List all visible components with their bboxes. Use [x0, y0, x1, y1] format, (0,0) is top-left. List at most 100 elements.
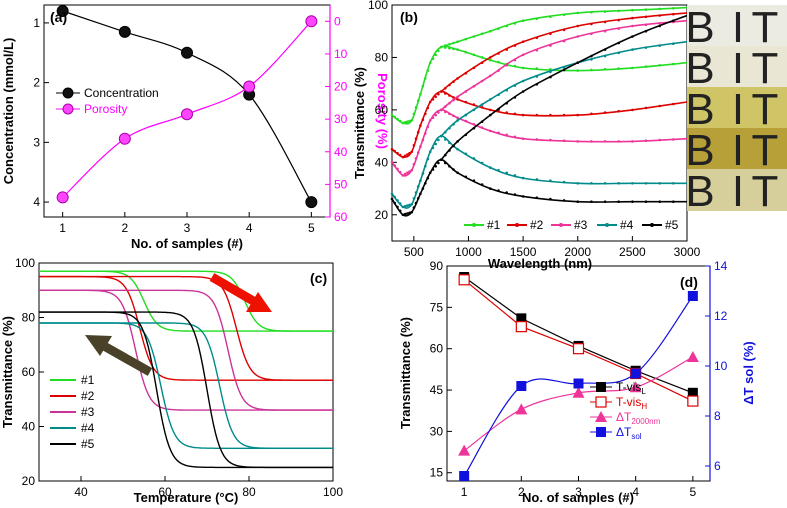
- spectrum-s5-low-dot: [631, 200, 634, 203]
- spectrum-s4-high-dot: [521, 79, 525, 83]
- spectrum-s5-low-dot: [398, 209, 402, 213]
- spectrum-s1-high-dot: [513, 22, 517, 25]
- spectrum-s2-high-dot: [576, 24, 579, 28]
- spectrum-s5-high-dot: [497, 107, 500, 111]
- spectrum-s2-high-dot: [448, 83, 451, 87]
- spectrum-s3-low-dot: [428, 119, 432, 122]
- spectrum-s1-low-dot: [396, 117, 399, 121]
- panel-c-xtick-label: 80: [242, 485, 256, 499]
- spectrum-s3-high-dot: [464, 90, 468, 93]
- spectrum-s1-low-dot: [472, 53, 476, 57]
- spectrum-s4-low-dot: [393, 195, 397, 199]
- spectrum-s3-low-dot: [489, 129, 492, 133]
- spectrum-s5-low-dot: [513, 193, 517, 196]
- spectrum-s4-low-dot: [401, 205, 405, 209]
- spectrum-s3-low-dot: [390, 161, 394, 164]
- spectrum-s2-low-dot: [603, 111, 607, 114]
- spectrum-s4-low-dot: [408, 203, 411, 207]
- photo-letter: I: [732, 44, 744, 93]
- spectrum-s4-low-dot: [472, 157, 476, 160]
- legend-s4-marker: [605, 223, 609, 227]
- panel-b-legend: #1 #2 #3 #4 #5: [464, 218, 679, 232]
- panel-d-xtick-label: 2: [518, 485, 525, 499]
- spectrum-s4-high-dot: [562, 66, 566, 69]
- panel-a-legend: Concentration Porosity: [56, 86, 159, 116]
- spectrum-s3-low-dot: [406, 171, 409, 175]
- legend-porosity-marker: [62, 103, 74, 115]
- spectrum-s4-low-dot: [672, 182, 675, 185]
- spectrum-s2-low-dot: [393, 149, 397, 153]
- spectrum-s2-low-dot: [437, 92, 440, 96]
- photo-row-5: [687, 169, 787, 211]
- series-ΔT_sol-point: [687, 291, 698, 301]
- spectrum-s5-low-dot: [521, 195, 525, 198]
- series-porosity-point: [118, 132, 131, 145]
- hysteresis-s5-cooling: [39, 311, 333, 469]
- panel-d-right-ytick-label: 10: [714, 359, 728, 373]
- panel-a-right-ytick-label: 40: [334, 145, 348, 159]
- spectrum-s4-low-dot: [658, 182, 661, 185]
- spectrum-s1-low-dot: [403, 121, 407, 124]
- series-ΔT_sol-point: [573, 378, 584, 389]
- panel-d-left-ytick-label: 30: [430, 424, 444, 438]
- photo-letter: T: [752, 44, 779, 93]
- spectrum-s3-low-dot: [401, 174, 405, 177]
- spectrum-s3-low-dot: [396, 167, 399, 171]
- spectrum-s3-high-dot: [617, 27, 620, 30]
- spectrum-s5-high-dot: [603, 48, 607, 51]
- spectrum-s4-low-dot: [521, 176, 525, 180]
- spectrum-s3-high-dot: [658, 22, 661, 25]
- spectrum-s4-high-dot: [631, 48, 634, 51]
- series-T-vis_H-point: [458, 274, 470, 286]
- series-ΔT_2000nm-point: [458, 444, 471, 456]
- spectrum-s5-low-dot: [434, 165, 438, 168]
- series-concentration-point: [118, 25, 131, 38]
- spectrum-s2-high-dot: [452, 80, 455, 83]
- spectrum-s3-low-dot: [416, 151, 420, 154]
- spectrum-s1-low-dot: [416, 99, 420, 102]
- spectrum-s3-low-dot: [437, 111, 440, 114]
- spectrum-s4-high-dot: [672, 42, 675, 45]
- spectrum-s1-low-dot: [431, 57, 435, 61]
- spectrum-s4-high-dot: [452, 123, 455, 126]
- spectrum-s5-high-dot: [549, 75, 552, 79]
- spectrum-s3-low-dot: [472, 123, 476, 126]
- panel-d-right-ytick-label: 12: [714, 309, 728, 323]
- panel-a-xlabel: No. of samples (#): [131, 236, 243, 251]
- spectrum-s2-low-dot: [521, 113, 525, 117]
- photo-letter: I: [732, 126, 744, 175]
- panel-a-right-ytick-label: 0: [334, 14, 341, 28]
- spectrum-s3-low-dot: [426, 125, 430, 129]
- photo-letter: B: [685, 3, 714, 52]
- spectrum-s4-low-dot: [403, 205, 407, 208]
- spectrum-s2-low-dot: [480, 106, 484, 109]
- spectrum-s1-high-dot: [603, 10, 607, 13]
- spectrum-s4-low: [391, 135, 687, 209]
- spectrum-s5-low-dot: [414, 201, 418, 205]
- spectrum-s5-low-dot: [505, 191, 509, 194]
- spectrum-s2-low-dot: [428, 100, 432, 104]
- panel-a-xtick-label: 1: [59, 221, 66, 235]
- panel-c-ytick-label: 80: [22, 311, 36, 325]
- spectrum-s5-low-dot: [406, 212, 409, 215]
- spectrum-s2-high-dot: [617, 18, 620, 22]
- spectrum-s2-low-dot: [672, 102, 675, 106]
- spectrum-s5-low-dot: [401, 213, 405, 217]
- spectrum-s4-low-dot: [549, 179, 552, 182]
- spectrum-s1-low-dot: [513, 64, 517, 68]
- spectrum-s4-high-dot: [464, 113, 468, 117]
- spectrum-s3-high-dot: [513, 58, 517, 62]
- spectrum-s1-high-dot: [489, 29, 492, 33]
- spectrum-s1-low-dot: [576, 69, 579, 72]
- legend-s5-marker: [650, 223, 654, 227]
- panel-c-legend: #1 #2 #3 #4 #5: [50, 373, 95, 451]
- spectrum-s2-high-dot: [505, 48, 509, 51]
- spectrum-s3-high-dot: [505, 64, 509, 67]
- panel-a-xtick-label: 4: [246, 221, 253, 235]
- spectrum-s4-low-dot: [448, 141, 451, 144]
- series-T-vis_H-point: [687, 395, 699, 407]
- spectrum-s1-high-dot: [456, 40, 459, 43]
- spectrum-s1-low-dot: [452, 47, 455, 51]
- cooling-arrow: [85, 335, 153, 376]
- photo-letter: B: [685, 85, 714, 134]
